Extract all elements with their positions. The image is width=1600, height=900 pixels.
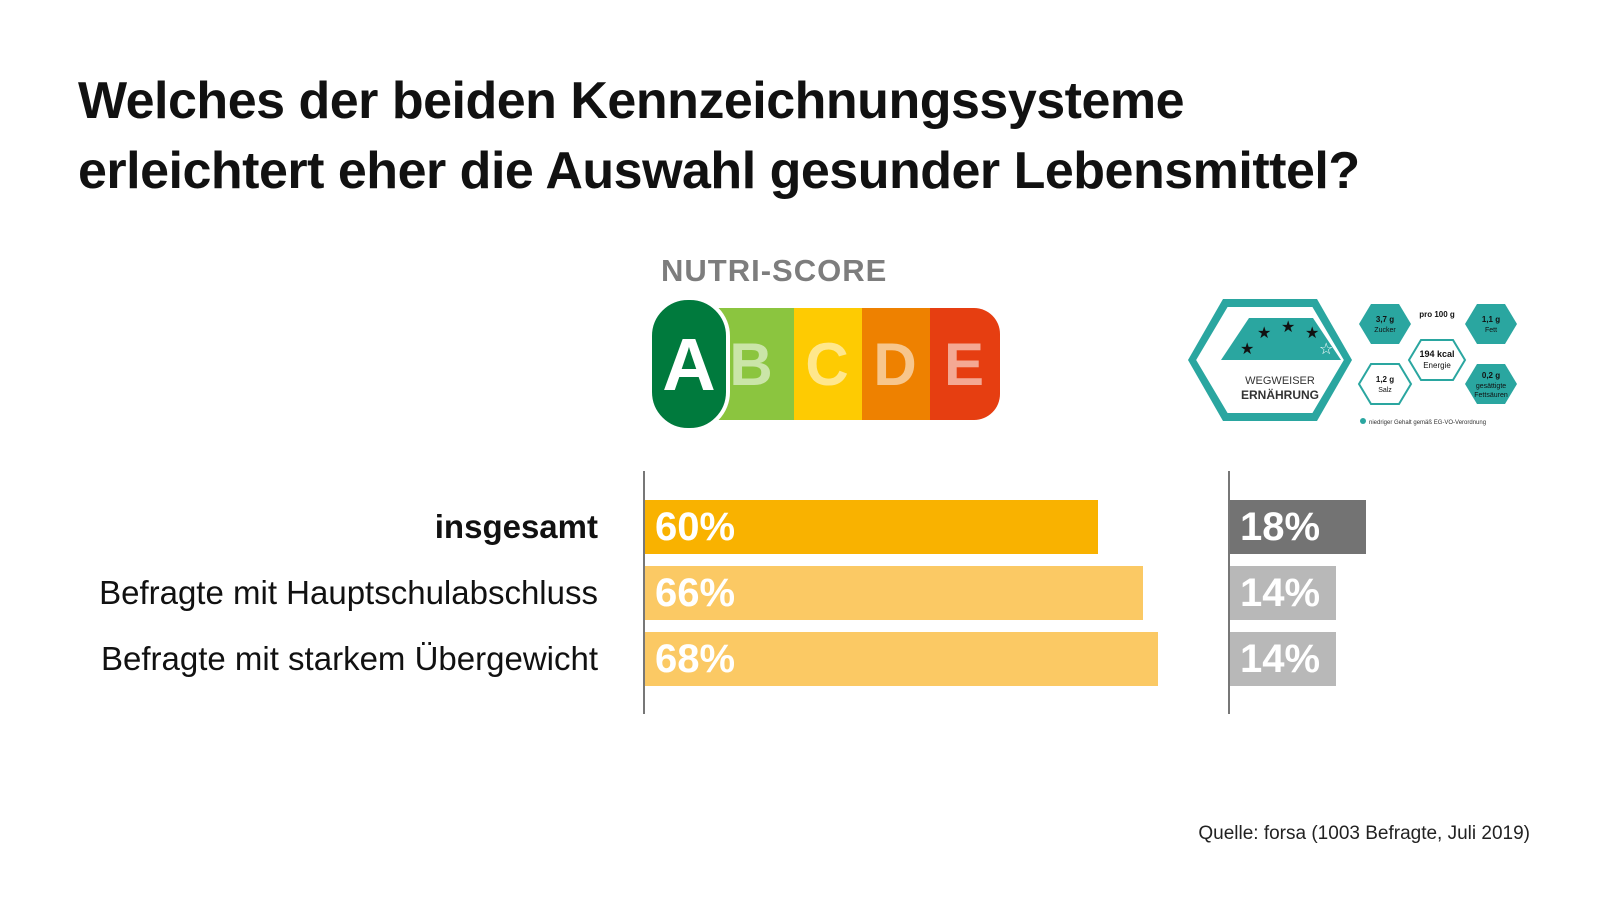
energy-value: 194 kcal xyxy=(1419,349,1454,359)
nutri-score-logo: E D C B A xyxy=(648,296,1000,432)
nutri-score-bar: 68% xyxy=(645,632,1158,686)
wegweiser-axis xyxy=(1228,471,1230,714)
star-icon: ★ xyxy=(1305,323,1319,342)
nutri-score-axis xyxy=(643,471,645,714)
wegweiser-bar: 14% xyxy=(1230,566,1336,620)
zucker-label: Zucker xyxy=(1374,327,1396,334)
fett-value: 1,1 g xyxy=(1482,315,1500,324)
bar-value-label: 60% xyxy=(655,505,736,549)
fett-label: Fett xyxy=(1485,327,1497,334)
wegweiser-bar: 14% xyxy=(1230,632,1336,686)
bar-value-label: 14% xyxy=(1240,571,1321,615)
wegweiser-bar: 18% xyxy=(1230,500,1366,554)
wegweiser-footnote: niedriger Gehalt gemäß EG-VO-Verordnung xyxy=(1369,420,1486,426)
nutri-score-bar: 60% xyxy=(645,500,1098,554)
per-100g-label: pro 100 g xyxy=(1419,310,1455,319)
fettsaeuren-label-2: Fettsäuren xyxy=(1474,392,1508,399)
bar-value-label: 14% xyxy=(1240,637,1321,681)
nutri-score-letter-d: D xyxy=(860,308,930,420)
chart-title: Welches der beiden Kennzeichnungssysteme… xyxy=(78,66,1558,206)
nutri-score-letter-c: C xyxy=(792,308,862,420)
wegweiser-line1: WEGWEISER xyxy=(1245,375,1315,387)
zucker-value: 3,7 g xyxy=(1376,315,1394,324)
nutri-score-letter-a: A xyxy=(648,296,730,432)
nutri-score-label: NUTRI-SCORE xyxy=(661,253,888,288)
salz-value: 1,2 g xyxy=(1376,375,1394,384)
source-note: Quelle: forsa (1003 Befragte, Juli 2019) xyxy=(1198,823,1530,844)
fettsaeuren-value: 0,2 g xyxy=(1482,371,1500,380)
star-outline-icon: ☆ xyxy=(1319,339,1333,358)
energy-label: Energie xyxy=(1423,361,1451,370)
star-icon: ★ xyxy=(1281,317,1295,336)
bar-value-label: 18% xyxy=(1240,505,1321,549)
nutri-score-letter-e: E xyxy=(928,308,1000,420)
star-icon: ★ xyxy=(1257,323,1271,342)
wegweiser-ernaehrung-logo: ★ ★ ★ ★ ☆ WEGWEISER ERNÄHRUNG 3,7 g Zuck… xyxy=(1188,299,1517,426)
salz-label: Salz xyxy=(1378,387,1392,394)
bar-value-label: 66% xyxy=(655,571,736,615)
category-label: Befragte mit Hauptschulabschluss xyxy=(99,574,598,611)
wegweiser-line2: ERNÄHRUNG xyxy=(1241,387,1319,402)
category-label: insgesamt xyxy=(434,508,598,545)
nutri-score-bar: 66% xyxy=(645,566,1143,620)
title-line-2: erleichtert eher die Auswahl gesunder Le… xyxy=(78,142,1360,200)
star-icon: ★ xyxy=(1240,339,1254,358)
bar-value-label: 68% xyxy=(655,637,736,681)
category-label: Befragte mit starkem Übergewicht xyxy=(100,640,598,677)
fettsaeuren-label-1: gesättigte xyxy=(1476,383,1506,390)
title-line-1: Welches der beiden Kennzeichnungssysteme xyxy=(78,72,1185,130)
